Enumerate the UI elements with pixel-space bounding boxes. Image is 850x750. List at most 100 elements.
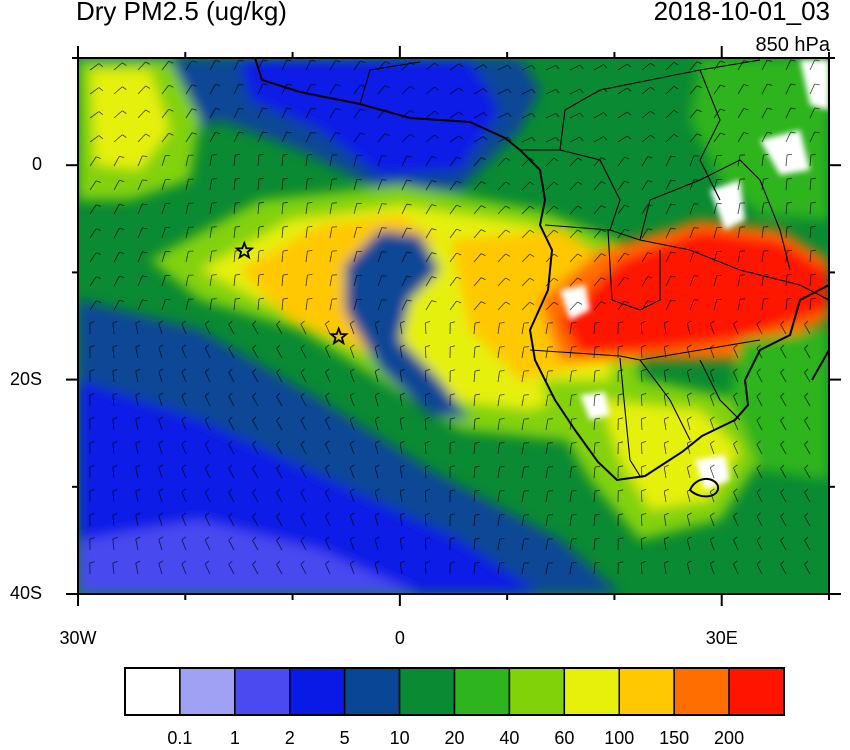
wind-barb-feather [786, 153, 793, 156]
wind-barb-feather [450, 513, 456, 516]
wind-barb-feather [310, 131, 317, 134]
wind-barb [113, 300, 120, 311]
wind-barb-feather [96, 300, 102, 303]
wind-barb [181, 347, 187, 359]
wind-barb [185, 84, 193, 95]
wind-barb [545, 443, 549, 455]
x-tick-label: 0 [394, 628, 405, 648]
field-nw-patch-core [90, 70, 170, 170]
wind-barb-feather [555, 137, 560, 142]
wind-barb-feather [577, 205, 583, 209]
wind-barb-feather [142, 155, 148, 157]
wind-barb [89, 252, 97, 263]
wind-barb [181, 515, 187, 527]
wind-barb-feather [119, 203, 125, 206]
wind-barb-feather [425, 465, 431, 468]
wind-barb [449, 63, 460, 71]
wind-barb [353, 275, 358, 287]
wind-barb-feather [641, 369, 647, 372]
wind-barb-feather [89, 321, 95, 324]
wind-barb-feather [349, 392, 355, 397]
coastline-lesotho [688, 478, 720, 498]
wind-barb-feather [763, 274, 769, 276]
wind-barb [569, 539, 572, 551]
wind-barb-feather [282, 225, 289, 228]
wind-barb-feather [349, 440, 355, 445]
wind-barb [569, 443, 572, 455]
wind-barb-feather [624, 300, 630, 304]
wind-barb-feather [374, 368, 380, 372]
wind-barb [204, 443, 211, 455]
wind-barb [804, 444, 811, 455]
wind-barb [209, 108, 216, 119]
wind-barb-feather [168, 132, 174, 136]
wind-barb-feather [374, 560, 380, 564]
wind-barb-feather [553, 253, 559, 258]
wind-barb-feather [360, 60, 366, 64]
wind-barb [761, 155, 764, 167]
wind-barb [425, 86, 435, 95]
wind-barb [89, 276, 97, 287]
wind-barb [425, 110, 435, 119]
wind-barb-feather [135, 536, 141, 540]
wind-barb-feather [168, 60, 174, 64]
wind-barb [325, 443, 331, 455]
wind-barb [349, 563, 355, 575]
wind-barb [593, 443, 596, 455]
wind-barb [252, 492, 259, 503]
wind-barb-feather [142, 299, 148, 301]
wind-barb-feather [325, 464, 330, 469]
wind-barb-feather [804, 512, 809, 517]
wind-barb-feather [641, 393, 647, 396]
wind-barb-feather [790, 131, 796, 134]
wind-barb [665, 251, 672, 263]
wind-barb-feather [406, 299, 412, 302]
wind-barb-feather [89, 489, 95, 492]
wind-barb [686, 395, 691, 407]
wind-barb-feather [252, 536, 257, 541]
wind-barb [569, 515, 572, 527]
wind-barb-feather [325, 416, 330, 421]
wind-barb-feather [641, 465, 647, 468]
wind-barb [305, 155, 308, 167]
wind-barb [665, 110, 675, 119]
wind-barb [593, 253, 602, 263]
wind-barb-feather [618, 393, 624, 396]
wind-barb [809, 155, 812, 167]
wind-barb-feather [228, 320, 233, 325]
wind-barb-feather [553, 301, 559, 306]
wind-barb-feather [790, 83, 796, 86]
wind-barb [329, 275, 333, 287]
wind-barb [709, 371, 715, 383]
wind-barb-feather [310, 107, 317, 110]
wind-barb [785, 179, 788, 191]
wind-barb [281, 275, 284, 287]
wind-barb-feather [262, 107, 268, 110]
wind-barb [640, 514, 643, 527]
wind-barb [424, 490, 427, 503]
colorbar-swatch [124, 667, 181, 716]
wind-barb-feather [458, 87, 464, 92]
wind-barb [737, 108, 744, 119]
y-tick-label: 20S [9, 368, 42, 389]
wind-barb [399, 491, 403, 503]
wind-barb [521, 323, 525, 335]
wind-barb-feather [142, 203, 148, 205]
wind-barb [473, 371, 476, 383]
wind-barb-feather [553, 157, 559, 162]
wind-barb [689, 61, 698, 71]
wind-barb [349, 323, 355, 335]
wind-barb [399, 467, 403, 479]
wind-barb-feather [458, 135, 464, 140]
wind-barb [497, 347, 500, 359]
wind-barb [349, 515, 355, 527]
wind-barb-feather [571, 514, 577, 516]
wind-barb [209, 132, 216, 143]
wind-barb [497, 371, 500, 383]
wind-barb-feather [431, 276, 437, 279]
wind-barb [276, 324, 283, 335]
wind-barb-feather [204, 536, 210, 541]
wind-barb-feather [349, 560, 355, 565]
wind-barb [209, 60, 216, 71]
wind-barb [276, 396, 283, 407]
